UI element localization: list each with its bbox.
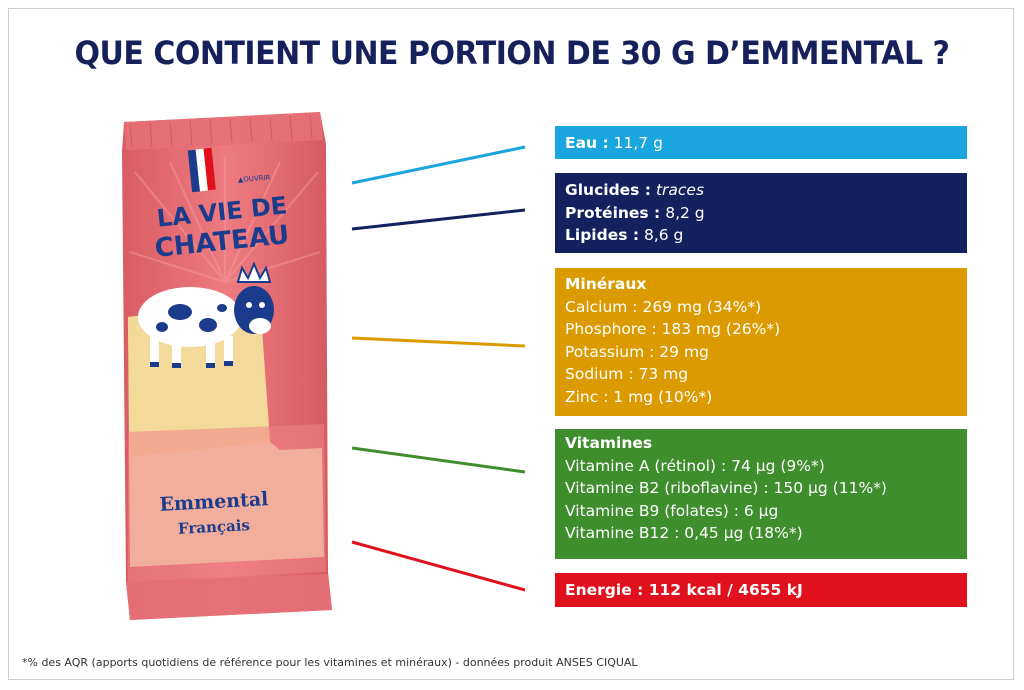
energy-box: Energie : 112 kcal / 4655 kJ (555, 573, 967, 607)
mineral-item: Calcium : 269 mg (34%*) (565, 297, 762, 316)
connector-energie (351, 540, 526, 592)
product-line2: Français (178, 516, 251, 538)
footnote: *% des AQR (apports quotidiens de référe… (22, 656, 638, 669)
connector-eau (351, 145, 526, 185)
connector-macro (351, 208, 526, 231)
mineral-item: Potassium : 29 mg (565, 342, 709, 361)
vitamin-item: Vitamine B12 : 0,45 µg (18%*) (565, 524, 803, 542)
water-label: Eau : (565, 134, 609, 152)
mineral-item: Zinc : 1 mg (10%*) (565, 387, 713, 406)
vitamin-item: Vitamine B9 (folates) : 6 µg (565, 501, 779, 520)
glucides-line: Glucides : traces (565, 179, 957, 202)
cheese-package-image: LA VIE DE CHATEAU ▲OUVRIR Emmental Franç… (122, 112, 332, 620)
water-line: Eau : 11,7 g (565, 132, 957, 155)
water-value: 11,7 g (613, 134, 663, 152)
glucides-value: traces (655, 181, 705, 199)
lipides-line: Lipides : 8,6 g (565, 224, 957, 247)
water-box: Eau : 11,7 g (555, 126, 967, 159)
energy-text: Energie : 112 kcal / 4655 kJ (565, 581, 803, 599)
macronutrients-box: Glucides : traces Protéines : 8,2 g Lipi… (555, 173, 967, 253)
connector-mineraux (351, 336, 526, 348)
image-frame (8, 8, 1014, 680)
proteines-label: Protéines : (565, 203, 661, 222)
vitamin-item: Vitamine A (rétinol) : 74 µg (9%*) (565, 456, 825, 475)
open-label: ▲OUVRIR (238, 174, 271, 184)
vitamin-item: Vitamine B2 (riboflavine) : 150 µg (11%*… (565, 479, 887, 497)
lipides-value: 8,6 g (643, 226, 684, 244)
page-title: QUE CONTIENT UNE PORTION DE 30 G D’EMMEN… (74, 34, 950, 73)
vitamins-box: Vitamines Vitamine A (rétinol) : 74 µg (… (555, 429, 967, 559)
glucides-label: Glucides : (565, 181, 651, 199)
minerals-heading: Minéraux (565, 275, 647, 293)
connector-vitamines (351, 446, 526, 474)
minerals-box: Minéraux Calcium : 269 mg (34%*) Phospho… (555, 268, 967, 416)
vitamins-heading: Vitamines (565, 434, 653, 452)
lipides-label: Lipides : (565, 226, 640, 244)
proteines-line: Protéines : 8,2 g (565, 202, 957, 225)
proteines-value: 8,2 g (665, 203, 705, 222)
mineral-item: Sodium : 73 mg (565, 365, 689, 383)
mineral-item: Phosphore : 183 mg (26%*) (565, 320, 781, 338)
